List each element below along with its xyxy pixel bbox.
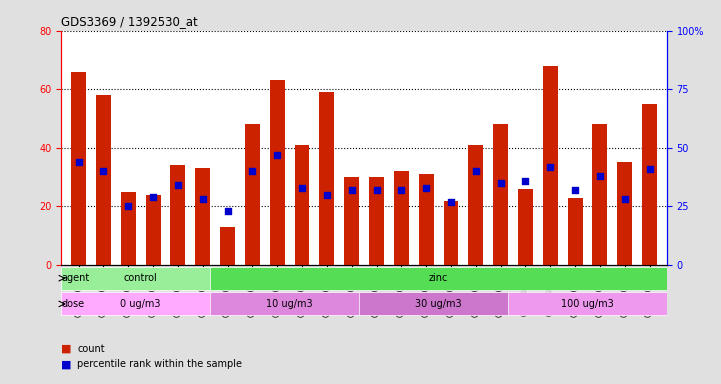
Point bbox=[296, 185, 308, 191]
Bar bbox=[270, 81, 285, 265]
Text: zinc: zinc bbox=[429, 273, 448, 283]
Point bbox=[594, 173, 606, 179]
Bar bbox=[518, 189, 533, 265]
Bar bbox=[146, 195, 161, 265]
Text: GDS3369 / 1392530_at: GDS3369 / 1392530_at bbox=[61, 15, 198, 28]
Point bbox=[619, 196, 630, 202]
Text: count: count bbox=[77, 344, 105, 354]
Bar bbox=[195, 168, 211, 265]
Point bbox=[520, 177, 531, 184]
Point bbox=[470, 168, 482, 174]
Point bbox=[73, 159, 84, 165]
Bar bbox=[543, 66, 558, 265]
Point bbox=[445, 199, 456, 205]
Text: dose: dose bbox=[62, 299, 85, 309]
Text: 10 ug/m3: 10 ug/m3 bbox=[266, 299, 313, 309]
Bar bbox=[419, 174, 433, 265]
Bar bbox=[469, 145, 483, 265]
Text: ■: ■ bbox=[61, 359, 72, 369]
Text: control: control bbox=[124, 273, 158, 283]
Bar bbox=[61, 293, 220, 315]
Bar bbox=[443, 200, 459, 265]
Text: ■: ■ bbox=[61, 344, 72, 354]
Bar bbox=[344, 177, 359, 265]
Point bbox=[321, 192, 332, 198]
Point bbox=[371, 187, 382, 193]
Point bbox=[197, 196, 208, 202]
Bar bbox=[121, 192, 136, 265]
Point bbox=[147, 194, 159, 200]
Text: 100 ug/m3: 100 ug/m3 bbox=[561, 299, 614, 309]
Bar bbox=[394, 171, 409, 265]
Bar bbox=[71, 72, 86, 265]
Bar bbox=[359, 293, 518, 315]
Bar bbox=[170, 166, 185, 265]
Point bbox=[420, 185, 432, 191]
Point bbox=[172, 182, 184, 189]
Bar bbox=[508, 293, 667, 315]
Bar bbox=[220, 227, 235, 265]
Bar bbox=[369, 177, 384, 265]
Point bbox=[123, 204, 134, 210]
Bar bbox=[211, 267, 667, 290]
Point bbox=[222, 208, 234, 214]
Bar bbox=[617, 162, 632, 265]
Bar bbox=[642, 104, 657, 265]
Text: 0 ug/m3: 0 ug/m3 bbox=[120, 299, 161, 309]
Point bbox=[644, 166, 655, 172]
Bar bbox=[211, 293, 369, 315]
Bar bbox=[593, 124, 607, 265]
Text: percentile rank within the sample: percentile rank within the sample bbox=[77, 359, 242, 369]
Point bbox=[544, 164, 556, 170]
Text: 30 ug/m3: 30 ug/m3 bbox=[415, 299, 462, 309]
Point bbox=[346, 187, 358, 193]
Bar bbox=[96, 95, 111, 265]
Point bbox=[98, 168, 110, 174]
Point bbox=[247, 168, 258, 174]
Bar bbox=[61, 267, 220, 290]
Point bbox=[570, 187, 581, 193]
Point bbox=[396, 187, 407, 193]
Bar bbox=[295, 145, 309, 265]
Point bbox=[495, 180, 506, 186]
Bar bbox=[493, 124, 508, 265]
Bar bbox=[319, 92, 335, 265]
Bar bbox=[567, 198, 583, 265]
Bar bbox=[245, 124, 260, 265]
Point bbox=[272, 152, 283, 158]
Text: agent: agent bbox=[62, 273, 90, 283]
